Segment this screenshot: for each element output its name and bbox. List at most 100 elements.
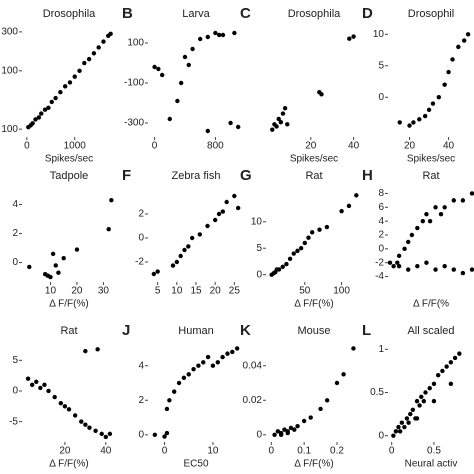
point	[423, 390, 428, 395]
panel-letter: K	[240, 322, 251, 339]
point	[33, 117, 38, 122]
point	[446, 69, 451, 75]
point	[288, 425, 294, 431]
point	[440, 368, 445, 374]
point	[442, 263, 447, 269]
point	[324, 398, 330, 403]
point	[404, 416, 410, 421]
y-tick-label: 0	[138, 233, 144, 244]
point	[39, 111, 44, 116]
y-tick-label: 100	[127, 38, 144, 49]
y-tick-label: 5	[12, 355, 18, 366]
x-tick-label: 20	[71, 286, 83, 297]
x-tick-label: 20	[210, 286, 222, 297]
point	[220, 354, 225, 360]
panel-letter: C	[240, 5, 251, 22]
x-tick-label: 10	[45, 286, 57, 297]
point	[197, 232, 203, 237]
panel-letter: D	[362, 5, 373, 22]
point	[213, 30, 218, 36]
point	[210, 363, 216, 368]
point	[25, 376, 31, 381]
point	[406, 239, 411, 245]
x-axis-label: Δ F/F(%)	[49, 299, 88, 310]
point	[46, 105, 51, 110]
x-tick-label: 40	[100, 446, 112, 457]
point	[234, 346, 240, 351]
point	[103, 434, 109, 440]
point	[172, 389, 177, 394]
point	[224, 199, 229, 205]
point	[152, 432, 158, 438]
panel-letter: H	[362, 167, 373, 184]
point	[205, 128, 210, 134]
point	[186, 244, 191, 249]
point	[164, 430, 170, 436]
panel-title: Larva	[182, 8, 210, 20]
x-axis-label: Δ F/F(%)	[49, 459, 88, 470]
point	[308, 415, 313, 420]
point	[424, 212, 429, 217]
y-tick-label: 300	[1, 27, 18, 38]
point	[465, 32, 471, 37]
point	[402, 246, 407, 252]
point	[351, 346, 356, 351]
panel-title: Drosophila	[43, 8, 96, 20]
point	[216, 32, 222, 38]
point	[83, 348, 88, 354]
point	[282, 427, 287, 432]
point	[220, 32, 226, 38]
point	[205, 223, 210, 229]
point	[442, 82, 447, 87]
point	[225, 351, 230, 356]
x-tick-label: 40	[348, 141, 360, 152]
point	[396, 263, 402, 269]
x-axis-label: EC50	[183, 459, 208, 470]
point	[444, 364, 449, 369]
point	[427, 218, 433, 224]
point	[216, 211, 222, 217]
point	[175, 98, 180, 104]
panel-letter: L	[362, 322, 371, 339]
point	[167, 398, 172, 403]
y-tick-label: 2	[12, 228, 18, 239]
x-axis-label: Spikes/sec	[290, 154, 338, 165]
point	[457, 351, 462, 356]
point	[176, 380, 182, 386]
y-tick-label: 4	[138, 360, 144, 371]
point	[27, 264, 32, 270]
point	[292, 427, 297, 432]
point	[399, 420, 405, 425]
point	[34, 379, 39, 384]
point	[411, 120, 416, 125]
point	[396, 424, 401, 430]
y-tick-label: -5	[9, 416, 18, 427]
point	[79, 419, 84, 424]
point	[351, 34, 356, 39]
point	[178, 80, 184, 86]
point	[402, 424, 407, 430]
panel-title: Human	[178, 325, 213, 337]
point	[66, 407, 72, 412]
point	[108, 31, 113, 37]
point	[67, 80, 73, 85]
point	[181, 375, 187, 381]
x-tick-label: 5	[155, 286, 161, 297]
x-tick-label: 25	[229, 286, 241, 297]
point	[58, 401, 64, 406]
point	[235, 124, 241, 130]
point	[42, 107, 48, 112]
point	[182, 54, 188, 60]
point	[415, 225, 420, 231]
x-tick-label: 40	[443, 141, 455, 152]
point	[280, 264, 285, 269]
point	[433, 267, 438, 272]
y-tick-label: 0	[378, 92, 384, 103]
y-tick-label: 10	[373, 29, 385, 40]
point	[38, 385, 43, 391]
point	[395, 260, 400, 265]
point	[278, 119, 284, 125]
point	[274, 124, 279, 129]
point	[197, 36, 203, 42]
point	[62, 404, 68, 409]
